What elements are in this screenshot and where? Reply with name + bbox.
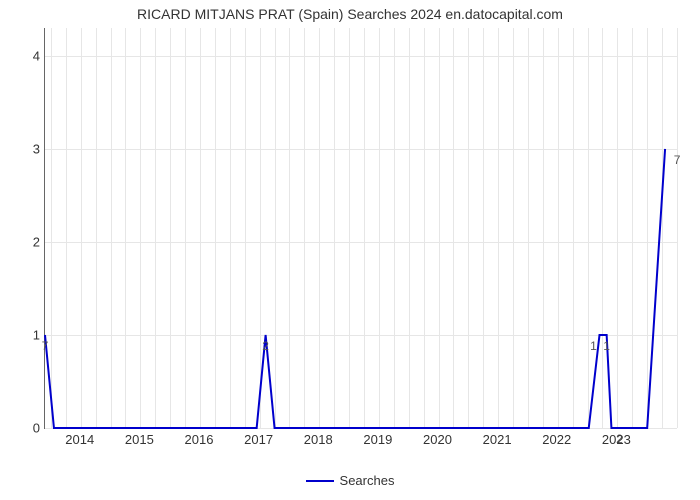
y-tick-label: 3 bbox=[6, 141, 40, 156]
point-labels-layer: 721127 bbox=[45, 28, 677, 428]
point-label: 1 bbox=[603, 339, 610, 353]
x-tick-label: 2015 bbox=[125, 432, 154, 447]
x-tick-label: 2016 bbox=[185, 432, 214, 447]
point-label: 2 bbox=[262, 339, 269, 353]
x-tick-label: 2020 bbox=[423, 432, 452, 447]
point-label: 1 bbox=[590, 339, 597, 353]
vgrid-line bbox=[677, 28, 678, 428]
x-tick-label: 2019 bbox=[363, 432, 392, 447]
x-tick-label: 2018 bbox=[304, 432, 333, 447]
legend: Searches bbox=[0, 472, 700, 488]
y-tick-label: 1 bbox=[6, 327, 40, 342]
x-tick-label: 2021 bbox=[483, 432, 512, 447]
chart-title: RICARD MITJANS PRAT (Spain) Searches 202… bbox=[0, 6, 700, 22]
plot-area: 721127 bbox=[44, 28, 677, 429]
x-tick-label: 2014 bbox=[65, 432, 94, 447]
chart-container: { "chart": { "type": "line", "title": "R… bbox=[0, 0, 700, 500]
legend-swatch bbox=[306, 480, 334, 482]
x-tick-label: 2023 bbox=[602, 432, 631, 447]
point-label: 7 bbox=[674, 153, 681, 167]
x-tick-label: 2022 bbox=[542, 432, 571, 447]
point-label: 7 bbox=[42, 339, 49, 353]
y-tick-label: 2 bbox=[6, 234, 40, 249]
y-tick-label: 4 bbox=[6, 48, 40, 63]
x-tick-label: 2017 bbox=[244, 432, 273, 447]
y-tick-label: 0 bbox=[6, 421, 40, 436]
legend-label: Searches bbox=[340, 473, 395, 488]
